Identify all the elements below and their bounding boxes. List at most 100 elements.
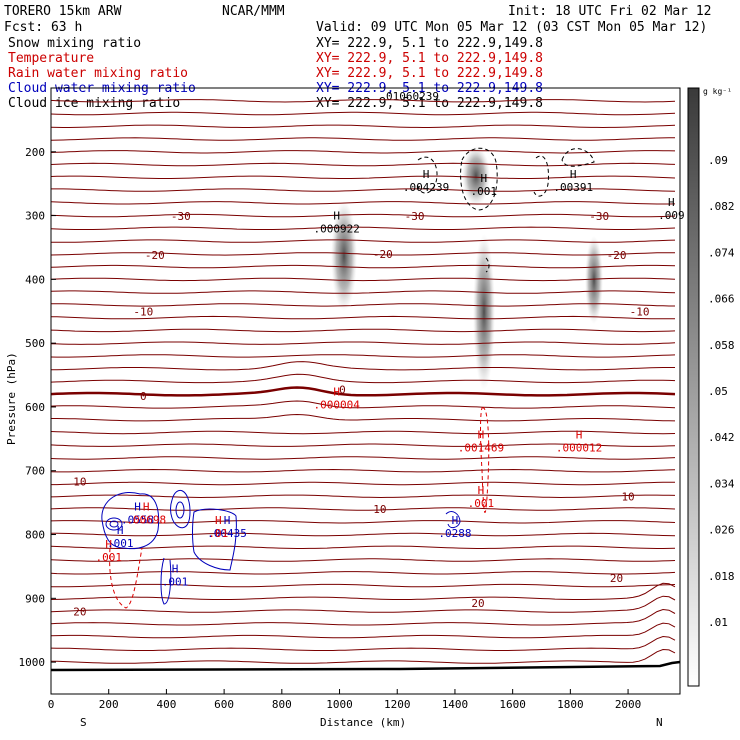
south-end-label: S (80, 716, 87, 729)
legend-field-snow: Snow mixing ratio (8, 36, 141, 51)
isotherm-line (51, 99, 676, 103)
y-tick-label: 400 (25, 273, 45, 286)
temperature-contours (51, 99, 676, 664)
init-time: Init: 18 UTC Fri 02 Mar 12 (508, 4, 712, 19)
high-value-label: .0558 (121, 513, 154, 526)
valid-time: Valid: 09 UTC Mon 05 Mar 12 (03 CST Mon … (316, 20, 707, 35)
isotherm-label: 20 (610, 572, 623, 585)
colorbar-label: .01 (708, 616, 728, 629)
isotherm-line (51, 239, 676, 243)
high-marker: H (478, 428, 485, 441)
isotherm-line (51, 608, 676, 626)
isotherm-label: -20 (607, 249, 627, 262)
colorbar-label: .066 (708, 293, 735, 306)
high-value-label: .00435 (207, 527, 247, 540)
north-end-label: N (656, 716, 663, 729)
x-tick-label: 200 (99, 698, 119, 711)
cloud-ice-contour-1500km-tail (485, 257, 490, 273)
colorbar-label: .026 (708, 524, 735, 537)
x-tick-label: 1200 (384, 698, 411, 711)
high-marker: H (333, 386, 340, 399)
isotherm-line (51, 583, 676, 588)
isotherm-label: 10 (73, 476, 86, 489)
colorbar-ramp (687, 87, 700, 687)
snow-max-1000km (331, 201, 357, 311)
isotherm-line (51, 494, 676, 499)
isotherm-line (51, 354, 676, 358)
high-value-label: .0288 (438, 527, 471, 540)
high-value-label: .00391 (553, 181, 593, 194)
high-marker: H (215, 514, 222, 527)
isotherm-label: -10 (133, 305, 153, 318)
snow-max-1450km-lower (473, 234, 495, 390)
colorbar-label: .082 (708, 200, 735, 213)
x-tick-label: 2000 (615, 698, 642, 711)
isotherm-line (51, 264, 676, 269)
rain-contour-1490km (480, 407, 490, 513)
isotherm-line (51, 111, 676, 116)
cloud-water-contour-600km (192, 508, 237, 571)
freezing-level-isotherm (51, 386, 676, 397)
high-marker: H (172, 562, 179, 575)
isotherm-line (51, 226, 676, 230)
legend-field-rain: Rain water mixing ratio (8, 66, 188, 81)
isotherm-line (51, 456, 676, 460)
cloud-ice-contour-1480km (460, 147, 498, 211)
isotherm-label: -20 (373, 248, 393, 261)
isotherm-line (51, 361, 675, 371)
high-value-label: .001 (95, 551, 122, 564)
isotherm-line (51, 341, 676, 345)
isotherm-line (51, 622, 676, 639)
high-value-label: .001 (468, 497, 495, 510)
isotherm-line (51, 277, 676, 282)
isotherm-line (51, 162, 676, 167)
high-marker: H (105, 538, 112, 551)
cloud-water-contour-200km-inner (105, 517, 123, 531)
isotherm-line (51, 252, 675, 256)
cloud-water-contour-1400km (445, 511, 461, 529)
colorbar-label: .042 (708, 431, 735, 444)
high-marker: H (480, 172, 487, 185)
high-value-label: .001 (107, 537, 134, 550)
legend-xy-snow: XY= 222.9, 5.1 to 222.9,149.8 (316, 36, 543, 51)
colorbar-label: .09 (708, 154, 728, 167)
cloud-water-contour-420km-inner (175, 501, 185, 519)
colorbar-label: .034 (708, 477, 735, 490)
isotherm-line (51, 188, 676, 192)
cloud-ice-contours (417, 147, 595, 273)
high-marker: H (668, 196, 675, 209)
high-marker: H (117, 524, 124, 537)
cloud-water-contour-420km (170, 489, 191, 529)
isotherm-line (51, 201, 676, 205)
colorbar-label: .018 (708, 570, 735, 583)
y-tick-label: 800 (25, 529, 45, 542)
isotherm-label: -30 (589, 210, 609, 223)
y-axis: 200 300 400 500 600 700 800 900 1000 (19, 146, 56, 669)
isotherm-line (51, 137, 675, 141)
isotherm-line (51, 175, 676, 179)
isotherm-label: -20 (145, 249, 165, 262)
isotherm-line (51, 328, 676, 333)
legend-field-temperature: Temperature (8, 51, 94, 66)
isotherm-label: -10 (630, 305, 650, 318)
y-tick-label: 900 (25, 592, 45, 605)
isotherm-line (51, 595, 676, 613)
high-marker: H (452, 514, 459, 527)
cloud-water-contour-200km-outer (101, 492, 160, 550)
isotherm-line (51, 545, 676, 549)
y-tick-label: 1000 (19, 656, 46, 669)
isotherm-line (51, 532, 676, 537)
colorbar-unit: g kg⁻¹ (703, 87, 732, 96)
isotherm-line (51, 124, 676, 129)
high-value-label: .000922 (313, 223, 359, 236)
isotherm-label: 10 (373, 503, 386, 516)
isotherm-label: -30 (171, 210, 191, 223)
isotherm-line (51, 635, 676, 651)
cloud-ice-contour-1700km (533, 155, 549, 197)
colorbar-label: .058 (708, 339, 735, 352)
high-marker: H (478, 484, 485, 497)
y-axis-title: Pressure (hPa) (5, 352, 18, 445)
plot-frame (50, 87, 681, 695)
high-value-label: .01 (208, 527, 228, 540)
